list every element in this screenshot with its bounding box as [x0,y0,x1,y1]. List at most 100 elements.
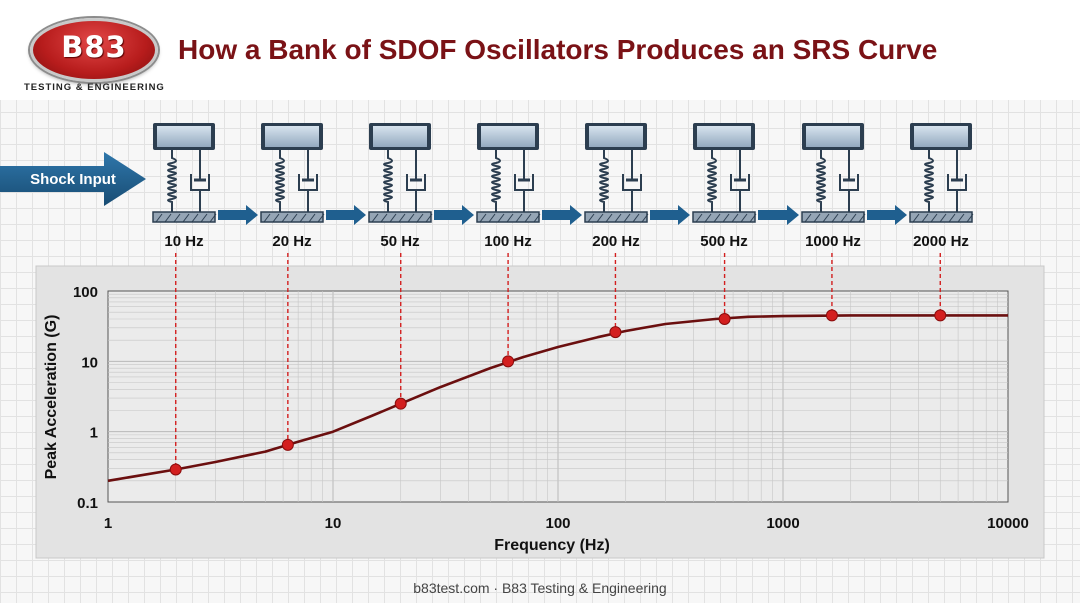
ground-hatch [813,213,821,223]
oscillator-1000-hz [801,123,866,223]
ground-hatch [371,213,379,223]
ground-hatch [849,213,857,223]
srs-marker [825,309,838,322]
ground-base [909,211,973,223]
mass-block [481,126,535,147]
oscillator-label: 10 Hz [164,233,203,250]
ground-hatch [398,213,406,223]
ground-hatch [416,213,424,223]
ground-hatch [858,213,866,223]
x-tick-label: 10000 [987,515,1029,532]
ground-hatch [164,213,172,223]
oscillator-200-hz [584,123,649,223]
ground-hatch [605,213,613,223]
header: B83 TESTING & ENGINEERING How a Bank of … [0,0,1080,100]
ground-hatch [380,213,388,223]
spring [491,150,501,212]
ground-hatch [533,213,541,223]
spring [383,150,393,212]
oscillator-50-hz [368,123,433,223]
markers [169,309,947,476]
ground-hatch [407,213,415,223]
ground-base [368,211,432,223]
shock-input-arrow [0,152,146,206]
srs-marker [718,312,731,325]
ground-hatch [182,213,190,223]
ground-hatch [209,213,217,223]
chain-arrow [650,205,690,225]
oscillator-label: 100 Hz [484,233,532,250]
oscillator-label: 2000 Hz [913,233,969,250]
x-tick-label: 100 [545,515,570,532]
x-tick-label: 1000 [766,515,799,532]
ground-hatch [290,213,298,223]
ground-hatch [704,213,712,223]
srs-marker [281,438,294,451]
chain-arrow [326,205,366,225]
ground-hatch [317,213,325,223]
ground-hatch [912,213,920,223]
ground-hatch [515,213,523,223]
ground-base [584,211,648,223]
y-tick-label: 0.1 [77,495,98,512]
chain-arrow [434,205,474,225]
oscillator-500-hz [692,123,757,223]
logo-tagline: TESTING & ENGINEERING [24,82,165,93]
drop-lines [175,253,941,470]
mass-block [157,126,211,147]
ground-hatch [389,213,397,223]
axis-labels: 1 10 100 1000 10000 0.1 1 10 100 Frequency (Hz) Pe… [43,284,1029,554]
ground-hatch [281,213,289,223]
ground-hatch [804,213,812,223]
y-tick-label: 1 [90,425,98,442]
srs-marker [934,309,947,322]
ground-hatch [957,213,965,223]
x-tick-label: 1 [104,515,112,532]
ground-hatch [822,213,830,223]
ground-hatch [948,213,956,223]
ground-hatch [722,213,730,223]
ground-hatch [587,213,595,223]
mass-block [589,126,643,147]
y-tick-label: 100 [73,284,98,301]
ground-hatch [299,213,307,223]
ground-hatch [479,213,487,223]
ground-hatch [497,213,505,223]
ground-hatch [623,213,631,223]
x-axis-label: Frequency (Hz) [494,537,610,554]
y-axis-label: Peak Acceleration (G) [43,315,60,480]
ground-base [476,211,540,223]
oscillator-label: 50 Hz [380,233,419,250]
ground-hatch [524,213,532,223]
mass-block [265,126,319,147]
spring [924,150,934,212]
shock-input-label: Shock Input [30,171,116,188]
oscillator-2000-hz [909,123,974,223]
spring [816,150,826,212]
srs-curve-layer [107,314,1008,483]
page-title: How a Bank of SDOF Oscillators Produces … [178,34,938,65]
srs-marker [394,397,407,410]
srs-marker [502,355,515,368]
ground-hatch [272,213,280,223]
mass-block [914,126,968,147]
srs-marker [609,326,622,339]
ground-hatch [425,213,433,223]
ground-hatch [749,213,757,223]
ground-hatch [488,213,496,223]
oscillator-label: 1000 Hz [805,233,861,250]
logo-text: B83 [61,30,127,64]
oscillator-label: 500 Hz [700,233,748,250]
x-tick-label: 10 [325,515,342,532]
ground-hatch [308,213,316,223]
chain-arrow [758,205,799,225]
mass-block [697,126,751,147]
ground-hatch [191,213,199,223]
chain-arrow [867,205,907,225]
y-tick-label: 10 [81,354,98,371]
oscillator-label: 200 Hz [592,233,640,250]
oscillator-10-hz [152,123,217,223]
logo-badge [30,18,158,82]
ground-hatch [614,213,622,223]
